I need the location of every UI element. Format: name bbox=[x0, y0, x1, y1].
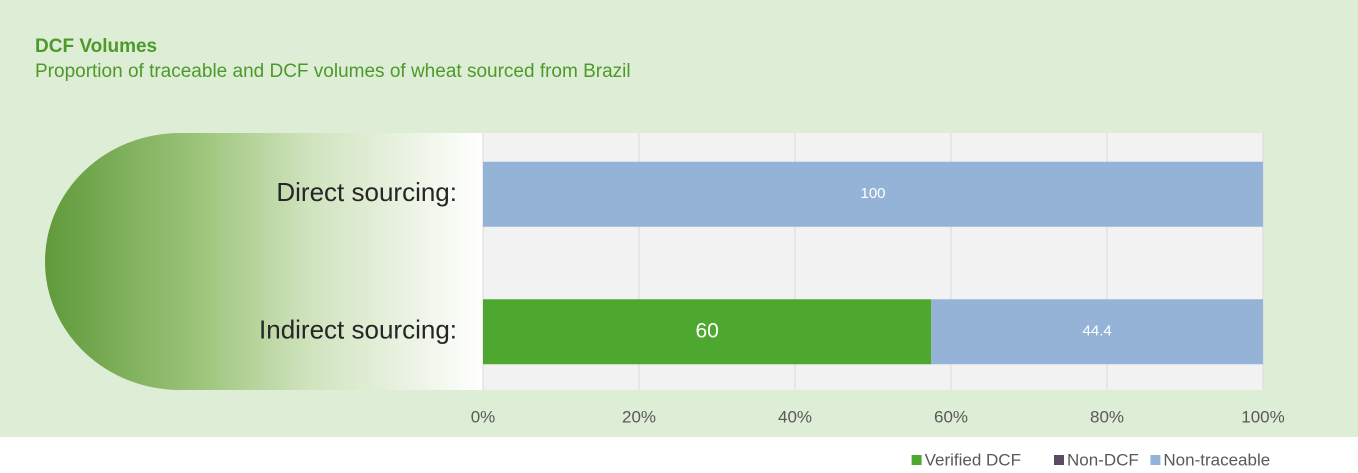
legend-swatch bbox=[911, 455, 922, 465]
chart-subtitle: Proportion of traceable and DCF volumes … bbox=[35, 61, 631, 82]
y-tick-label: Indirect sourcing: bbox=[259, 315, 457, 345]
legend-label: Non-DCF bbox=[1067, 450, 1139, 469]
data-label: 100 bbox=[860, 185, 885, 202]
y-tick-label: Direct sourcing: bbox=[276, 177, 457, 207]
bar-segment bbox=[483, 299, 932, 365]
x-tick-label: 60% bbox=[934, 407, 968, 426]
legend-swatch bbox=[1054, 455, 1064, 465]
data-label: 60 bbox=[695, 319, 718, 342]
x-tick-label: 40% bbox=[778, 407, 812, 426]
legend-swatch bbox=[1150, 455, 1161, 465]
legend-label: Non-traceable bbox=[1163, 450, 1270, 469]
legend-label: Verified DCF bbox=[925, 450, 1021, 469]
wheat-image bbox=[44, 133, 483, 390]
x-tick-label: 0% bbox=[471, 407, 496, 426]
x-tick-label: 20% bbox=[622, 407, 656, 426]
x-tick-label: 100% bbox=[1241, 407, 1284, 426]
bar-segment bbox=[931, 299, 1263, 365]
x-tick-label: 80% bbox=[1090, 407, 1124, 426]
bar-segment bbox=[483, 161, 1263, 227]
data-label: 44.4 bbox=[1083, 323, 1112, 340]
chart-title: DCF Volumes bbox=[35, 36, 157, 57]
